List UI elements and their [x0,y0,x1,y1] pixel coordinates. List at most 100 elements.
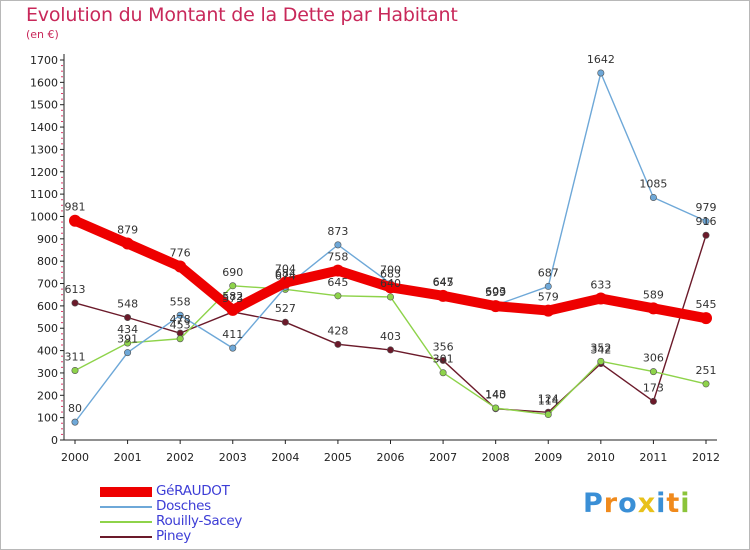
data-label-geraudot: 981 [65,201,86,214]
data-point-geraudot [700,312,712,325]
data-point-rouilly-sacey [334,292,342,300]
legend-label: GéRAUDOT [156,483,230,499]
logo-letter: i [680,488,691,519]
data-point-rouilly-sacey [544,411,552,419]
data-label-piney: 527 [275,302,296,315]
data-point-piney [439,356,447,364]
data-point-dosches [649,193,657,201]
data-point-geraudot [174,260,187,273]
data-point-rouilly-sacey [702,380,710,388]
y-tick-label: 1300 [30,143,58,156]
data-label-dosches: 1085 [639,177,667,190]
y-tick-label: 800 [37,255,58,268]
data-label-dosches: 411 [222,328,243,341]
data-label-dosches: 700 [380,264,401,277]
data-label-geraudot: 704 [275,263,296,276]
data-label-piney: 478 [170,313,191,326]
data-label-geraudot: 545 [696,298,717,311]
data-label-rouilly-sacey: 352 [590,341,611,354]
legend-label: Rouilly-Sacey [156,513,243,529]
data-point-piney [649,397,657,405]
data-label-piney: 342 [590,344,611,357]
data-point-rouilly-sacey [124,339,132,347]
data-point-geraudot [542,304,555,317]
logo-letter: r [603,488,619,519]
logo-letter: t [666,488,681,519]
y-tick-label: 1700 [30,54,58,67]
data-label-dosches: 647 [433,275,454,288]
data-label-rouilly-sacey: 251 [696,364,717,377]
data-point-piney [281,318,289,326]
data-point-dosches [176,311,184,319]
data-point-dosches [124,349,132,357]
chart-axes: 0 100 200 300 400 500 600 700 800 900 1000 1100 1200… [30,54,720,464]
data-label-geraudot: 579 [538,291,559,304]
data-label-dosches: 558 [170,295,191,308]
data-point-rouilly-sacey [71,366,79,374]
data-point-dosches [544,282,552,290]
y-tick-label: 700 [37,278,58,291]
y-tick-label: 600 [37,300,58,313]
y-tick-label: 1200 [30,166,58,179]
y-tick-label: 0 [51,434,58,447]
data-label-piney: 403 [380,330,401,343]
logo-letter: o [618,488,638,519]
chart-series [69,69,712,426]
data-label-rouilly-sacey: 143 [485,388,506,401]
y-tick-label: 1100 [30,188,58,201]
data-label-rouilly-sacey: 645 [327,276,348,289]
x-tick-label: 2008 [482,451,510,464]
data-point-piney [334,340,342,348]
data-point-geraudot [647,302,660,315]
data-label-dosches: 603 [485,285,506,298]
y-tick-label: 1400 [30,121,58,134]
chart-legend: GéRAUDOT Dosches Rouilly-Sacey Piney [100,483,300,544]
data-label-rouilly-sacey: 640 [380,277,401,290]
data-label-dosches: 80 [68,402,82,415]
data-point-geraudot [594,292,607,305]
y-tick-label: 500 [37,322,58,335]
data-point-geraudot [437,289,450,302]
y-tick-label: 1000 [30,210,58,223]
data-label-geraudot: 582 [222,290,243,303]
data-point-dosches [597,69,605,77]
legend-label: Piney [156,528,191,544]
data-label-geraudot: 599 [485,286,506,299]
legend-swatch [100,486,152,497]
data-label-geraudot: 879 [117,224,138,237]
data-point-piney [124,314,132,322]
data-label-geraudot: 776 [170,247,191,260]
data-label-dosches: 687 [538,266,559,279]
data-point-piney [702,231,710,239]
data-point-piney [71,299,79,307]
data-point-rouilly-sacey [176,335,184,343]
data-label-rouilly-sacey: 674 [275,269,296,282]
data-label-piney: 916 [696,215,717,228]
data-label-piney: 140 [485,389,506,402]
chart-title: Evolution du Montant de la Dette par Hab… [26,4,458,26]
data-point-dosches [702,217,710,225]
data-point-dosches [229,344,237,352]
data-point-rouilly-sacey [597,357,605,365]
data-point-dosches [71,418,79,426]
x-tick-label: 2005 [324,451,352,464]
data-label-piney: 573 [222,292,243,305]
y-tick-label: 300 [37,367,58,380]
chart-data-labels: 981 879 776 582 704 758 683 645 599 579 633 589 545 8… [65,53,717,415]
y-tick-label: 200 [37,389,58,402]
logo-letter: i [656,488,667,519]
legend-swatch [100,535,152,538]
data-point-geraudot [331,264,344,277]
data-point-rouilly-sacey [492,404,500,412]
data-label-rouilly-sacey: 306 [643,352,664,365]
data-label-piney: 124 [538,392,559,405]
legend-swatch [100,520,152,523]
data-point-geraudot [69,214,81,227]
data-label-piney: 428 [327,324,348,337]
data-label-piney: 173 [643,381,664,394]
data-point-geraudot [279,276,292,289]
data-point-geraudot [121,237,134,250]
data-label-piney: 356 [433,340,454,353]
x-tick-label: 2007 [429,451,457,464]
